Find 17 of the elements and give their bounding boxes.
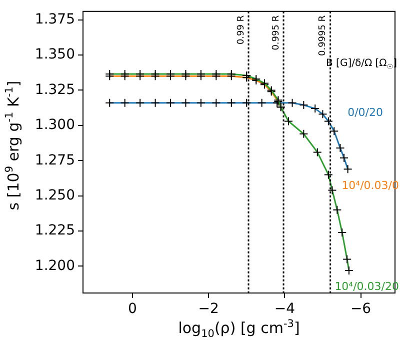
x-axis-title: log$_{10}$(ρ) [g cm$^{-3}$] — [177, 318, 301, 340]
y-tick-label: 1.250 — [34, 187, 75, 204]
y-tick-label: 1.200 — [34, 258, 75, 274]
y-tick-label: 1.325 — [34, 82, 75, 98]
y-tick-label: 1.350 — [34, 46, 75, 63]
series-label: 0/0/20 — [348, 106, 383, 119]
ref-line-label: 0.99 R — [236, 15, 246, 45]
x-tick-label: 0 — [128, 301, 137, 318]
y-tick-label: 1.225 — [34, 222, 75, 239]
x-tick-label: −6 — [350, 301, 372, 318]
y-tick-label: 1.275 — [34, 152, 75, 168]
ref-line-label: 0.9995 R — [318, 15, 328, 56]
y-tick-label: 1.375 — [34, 11, 75, 28]
ref-line-label: 0.995 R — [271, 15, 282, 50]
x-tick-label: −4 — [274, 301, 296, 318]
y-tick-label: 1.300 — [34, 117, 75, 134]
x-tick-label: −2 — [198, 301, 219, 318]
